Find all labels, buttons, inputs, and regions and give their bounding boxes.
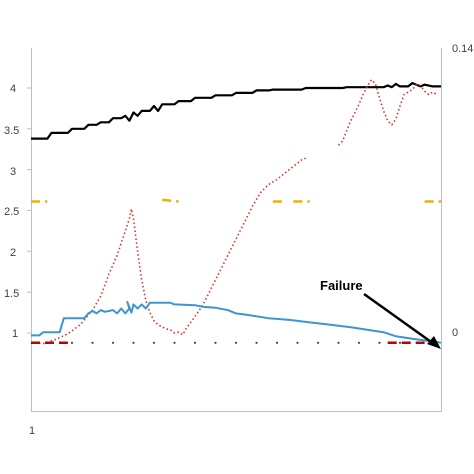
- series-5-dot-17: [378, 341, 381, 344]
- failure-annotation: Failure: [320, 278, 441, 349]
- series-1: [30, 79, 438, 345]
- y-left-tick-2-5: 2.5: [4, 206, 19, 218]
- series-5-dot-13: [296, 341, 299, 344]
- series-5-dot-15: [337, 341, 340, 344]
- series-2-line: [31, 301, 442, 344]
- series-5-dot-9: [214, 341, 217, 344]
- x-tick-1: 1: [29, 425, 35, 437]
- series-5-dot-10: [234, 341, 238, 344]
- y-left-tick-1: 1: [12, 328, 18, 340]
- series-5-dot-18: [398, 341, 402, 344]
- series-5-dot-6: [152, 341, 156, 344]
- series-0-line: [31, 81, 441, 140]
- series-5-dot-12: [275, 341, 279, 344]
- series-5-dot-19: [419, 341, 422, 344]
- series-layer: [30, 79, 442, 345]
- y-right-tick-0-14: 0.14: [452, 43, 473, 55]
- y-right-tick-0: 0: [452, 327, 458, 339]
- series-5: [34, 341, 422, 344]
- y-left-tick-3-5: 3.5: [4, 125, 19, 137]
- series-5-dot-3: [91, 341, 94, 344]
- series-1-line-b: [337, 79, 438, 146]
- tick-labels: 4 3.5 3 2.5 2 1.5 1 0.14 0 1: [4, 43, 473, 437]
- y-left-tick-2: 2: [10, 247, 16, 259]
- series-5-dot-0: [34, 341, 37, 344]
- series-5-dot-4: [111, 341, 115, 344]
- y-left-tick-3: 3: [10, 166, 16, 178]
- series-3: [31, 198, 441, 203]
- y-left-tick-1-5: 1.5: [4, 288, 19, 300]
- tick-marks: [27, 87, 31, 334]
- y-left-tick-4: 4: [10, 83, 16, 95]
- series-5-dot-5: [132, 341, 135, 344]
- series-5-dot-8: [193, 341, 197, 344]
- series-0: [31, 81, 441, 140]
- series-5-dot-7: [173, 341, 176, 344]
- series-5-dot-1: [50, 341, 53, 344]
- failure-arrow-line: [363, 292, 435, 346]
- failure-label: Failure: [320, 278, 363, 293]
- series-5-dot-16: [357, 341, 361, 344]
- series-5-dot-2: [70, 341, 74, 344]
- axes: [31, 48, 442, 412]
- series-2: [31, 301, 442, 344]
- series-5-dot-11: [255, 341, 258, 344]
- series-5-dot-14: [316, 341, 320, 344]
- failure-arrowhead: [427, 336, 441, 349]
- series-3-segment-1: [162, 198, 179, 203]
- series-1-line: [30, 157, 307, 345]
